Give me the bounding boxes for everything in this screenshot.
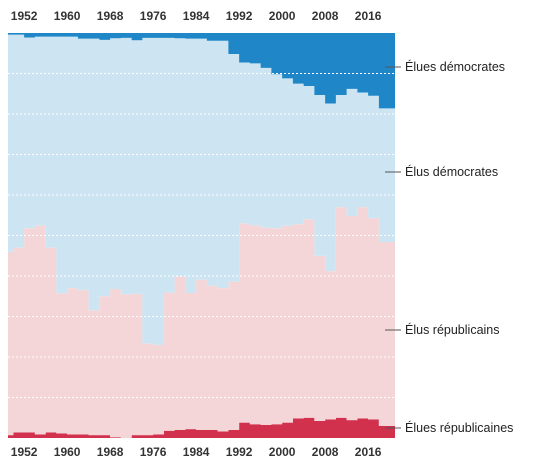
x-tick-label: 1968 [97, 9, 124, 23]
x-tick-label: 1992 [226, 445, 253, 459]
series-labels: Élues républicaines Élus républicains Élus… [385, 59, 513, 435]
plot-area [8, 33, 395, 438]
x-tick-label: 1976 [140, 9, 167, 23]
x-tick-label: 1960 [54, 9, 81, 23]
x-tick-label: 1968 [97, 445, 124, 459]
area-elus-democrates [8, 34, 395, 345]
series-label-elues-democrates: Élues démocrates [405, 59, 505, 74]
x-axis-bottom: 1952 1960 1968 1976 1984 1992 2000 2008 2016 [11, 445, 382, 459]
x-tick-label: 2000 [269, 9, 296, 23]
area-elues-democrates [8, 33, 395, 109]
x-tick-label: 2008 [312, 445, 339, 459]
x-tick-label: 2016 [355, 445, 382, 459]
x-tick-label: 1960 [54, 445, 81, 459]
gridlines [8, 73, 395, 398]
x-axis-top: 1952 1960 1968 1976 1984 1992 2000 2008 2016 [11, 9, 382, 23]
x-tick-label: 2000 [269, 445, 296, 459]
x-tick-label: 2016 [355, 9, 382, 23]
x-tick-label: 1976 [140, 445, 167, 459]
area-elues-republicaines [8, 417, 395, 438]
x-tick-label: 1952 [11, 9, 38, 23]
series-label-elus-republicains: Élus républicains [405, 322, 500, 337]
x-tick-label: 1984 [183, 9, 210, 23]
x-tick-label: 1952 [11, 445, 38, 459]
series-label-elues-republicaines: Élues républicaines [405, 420, 513, 435]
x-tick-label: 2008 [312, 9, 339, 23]
area-elus-republicains [8, 207, 395, 438]
series-label-elus-democrates: Élus démocrates [405, 164, 498, 179]
x-tick-label: 1992 [226, 9, 253, 23]
x-tick-label: 1984 [183, 445, 210, 459]
